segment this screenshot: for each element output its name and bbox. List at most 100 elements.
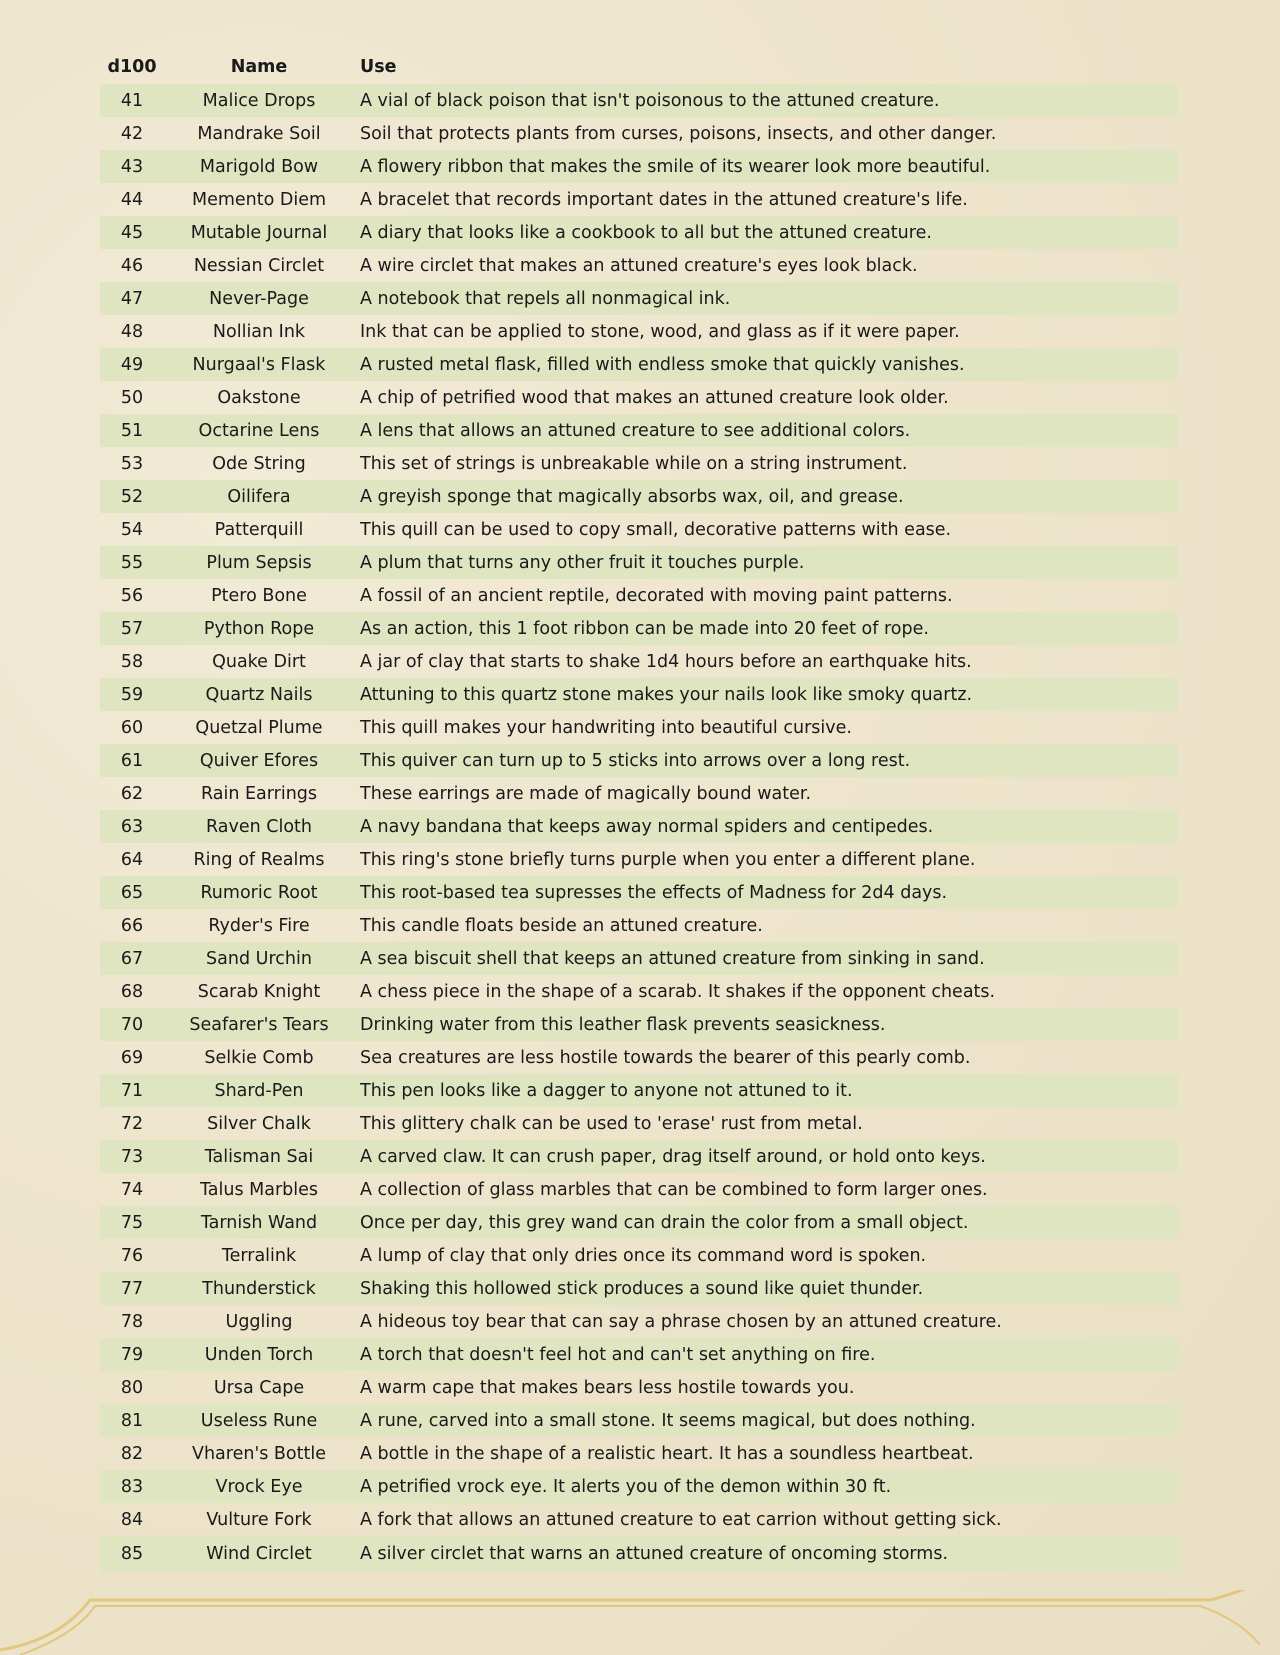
cell-d100: 73 (100, 1140, 164, 1173)
cell-d100: 75 (100, 1206, 164, 1239)
cell-use: This root-based tea supresses the effect… (354, 876, 1178, 909)
table-header-row: d100 Name Use (100, 50, 1178, 84)
table-row: 67 Sand Urchin A sea biscuit shell that ke… (100, 942, 1178, 975)
table-row: 70 Seafarer's Tears Drinking water from th… (100, 1008, 1178, 1041)
cell-d100: 71 (100, 1074, 164, 1107)
cell-name: Nollian Ink (212, 321, 306, 342)
table-row: 75 Tarnish Wand Once per day, this grey wa… (100, 1206, 1178, 1239)
cell-d100: 74 (120, 1179, 144, 1200)
cell-name: Rain Earrings (200, 783, 318, 804)
cell-name: Raven Cloth (164, 810, 354, 843)
cell-name: Ptero Bone (211, 585, 307, 606)
table-row: 81 Useless Rune A rune, carved into a smal… (100, 1404, 1178, 1437)
cell-d100: 53 (120, 453, 144, 474)
table-row: 42 Mandrake Soil Soil that protects plants… (100, 117, 1178, 150)
cell-use: A diary that looks like a cookbook to al… (354, 216, 1178, 249)
cell-use: A carved claw. It can crush paper, drag … (354, 1140, 1178, 1173)
cell-use: A chip of petrified wood that makes an a… (360, 387, 949, 408)
cell-d100: 47 (100, 282, 164, 315)
cell-d100: 49 (100, 348, 164, 381)
cell-name: Oakstone (217, 387, 301, 408)
cell-d100: 82 (120, 1443, 144, 1464)
header-d100: d100 (107, 57, 157, 77)
cell-name: Scarab Knight (197, 981, 321, 1002)
cell-d100: 76 (120, 1245, 144, 1266)
cell-d100: 58 (120, 651, 144, 672)
cell-name: Ode String (212, 453, 306, 474)
table-row: 78 Uggling A hideous toy bear that can say… (100, 1305, 1178, 1338)
table-row: 71 Shard-Pen This pen looks like a dagger … (100, 1074, 1178, 1107)
cell-d100: 61 (100, 744, 164, 777)
table-row: 55 Plum Sepsis A plum that turns any other… (100, 546, 1178, 579)
cell-use: Soil that protects plants from curses, p… (360, 123, 997, 144)
cell-name: Oilifera (164, 480, 354, 513)
cell-name: Rumoric Root (164, 876, 354, 909)
cell-name: Selkie Comb (204, 1047, 314, 1068)
cell-use: A jar of clay that starts to shake 1d4 h… (360, 651, 972, 672)
cell-d100: 46 (120, 255, 144, 276)
table-row: 83 Vrock Eye A petrified vrock eye. It ale… (100, 1470, 1178, 1503)
cell-use: A warm cape that makes bears less hostil… (360, 1377, 855, 1398)
cell-name: Nurgaal's Flask (164, 348, 354, 381)
cell-d100: 81 (100, 1404, 164, 1437)
cell-d100: 85 (100, 1536, 164, 1572)
cell-name: Marigold Bow (164, 150, 354, 183)
page-footer-border (0, 1590, 1261, 1655)
table-row: 69 Selkie Comb Sea creatures are less host… (100, 1041, 1178, 1074)
cell-use: Sea creatures are less hostile towards t… (360, 1047, 971, 1068)
header-use: Use (360, 57, 397, 77)
cell-use: This candle floats beside an attuned cre… (360, 915, 763, 936)
table-row: 77 Thunderstick Shaking this hollowed stic… (100, 1272, 1178, 1305)
table-row: 56 Ptero Bone A fossil of an ancient repti… (100, 579, 1178, 612)
cell-d100: 64 (120, 849, 144, 870)
cell-name: Ring of Realms (193, 849, 325, 870)
table-row: 73 Talisman Sai A carved claw. It can crus… (100, 1140, 1178, 1173)
cell-use: Shaking this hollowed stick produces a s… (354, 1272, 1178, 1305)
table-row: 49 Nurgaal's Flask A rusted metal flask, f… (100, 348, 1178, 381)
table-row: 64 Ring of Realms This ring's stone briefl… (100, 843, 1178, 876)
table-row: 85 Wind Circlet A silver circlet that warn… (100, 1536, 1178, 1572)
cell-use: A wire circlet that makes an attuned cre… (360, 255, 918, 276)
cell-name: Memento Diem (191, 189, 327, 210)
header-name: Name (230, 57, 288, 77)
cell-use: This set of strings is unbreakable while… (360, 453, 908, 474)
cell-d100: 60 (120, 717, 144, 738)
cell-name: Vharen's Bottle (191, 1443, 326, 1464)
cell-d100: 51 (100, 414, 164, 447)
table-row: 46 Nessian Circlet A wire circlet that mak… (100, 249, 1178, 282)
cell-use: As an action, this 1 foot ribbon can be … (354, 612, 1178, 645)
table-row: 57 Python Rope As an action, this 1 foot r… (100, 612, 1178, 645)
cell-d100: 72 (120, 1113, 144, 1134)
cell-use: A notebook that repels all nonmagical in… (354, 282, 1178, 315)
cell-d100: 77 (100, 1272, 164, 1305)
cell-use: This pen looks like a dagger to anyone n… (354, 1074, 1178, 1107)
cell-name: Uggling (225, 1311, 293, 1332)
table-row: 43 Marigold Bow A flowery ribbon that make… (100, 150, 1178, 183)
cell-name: Malice Drops (164, 84, 354, 117)
cell-d100: 62 (120, 783, 144, 804)
cell-name: Quartz Nails (164, 678, 354, 711)
table-row: 65 Rumoric Root This root-based tea supres… (100, 876, 1178, 909)
cell-name: Never-Page (164, 282, 354, 315)
cell-use: These earrings are made of magically bou… (360, 783, 812, 804)
table-row: 61 Quiver Efores This quiver can turn up t… (100, 744, 1178, 777)
cell-use: A collection of glass marbles that can b… (360, 1179, 988, 1200)
cell-use: This ring's stone briefly turns purple w… (360, 849, 976, 870)
table-row: 76 Terralink A lump of clay that only drie… (100, 1239, 1178, 1272)
cell-name: Quiver Efores (164, 744, 354, 777)
cell-name: Vulture Fork (206, 1509, 312, 1530)
table-row: 45 Mutable Journal A diary that looks like… (100, 216, 1178, 249)
table-row: 62 Rain Earrings These earrings are made o… (100, 777, 1178, 810)
cell-d100: 44 (120, 189, 144, 210)
cell-use: A vial of black poison that isn't poison… (354, 84, 1178, 117)
cell-use: A bracelet that records important dates … (360, 189, 968, 210)
cell-name: Plum Sepsis (164, 546, 354, 579)
cell-use: Once per day, this grey wand can drain t… (354, 1206, 1178, 1239)
cell-use: This quill makes your handwriting into b… (360, 717, 852, 738)
cell-d100: 78 (120, 1311, 144, 1332)
cell-d100: 69 (120, 1047, 144, 1068)
cell-name: Ursa Cape (213, 1377, 305, 1398)
cell-use: Attuning to this quartz stone makes your… (354, 678, 1178, 711)
table-row: 66 Ryder's Fire This candle floats beside … (100, 909, 1178, 942)
cell-name: Mandrake Soil (197, 123, 321, 144)
